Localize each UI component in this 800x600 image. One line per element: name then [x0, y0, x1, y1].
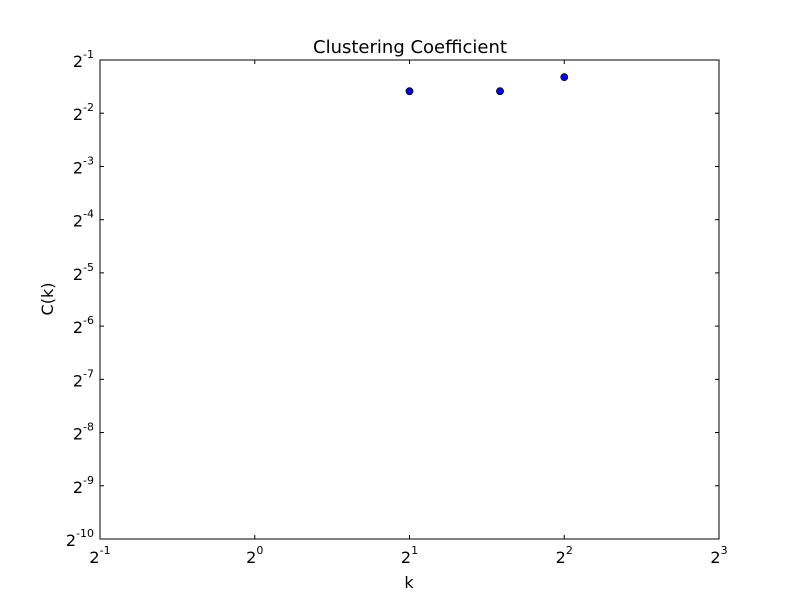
- x-tick-label-exponent: 0: [256, 544, 263, 557]
- x-tick-label-base: 2: [401, 548, 411, 567]
- y-tick-label-base: 2: [73, 52, 83, 71]
- x-tick-label-exponent: 3: [721, 544, 728, 557]
- y-tick-label-exponent: -5: [83, 261, 94, 274]
- x-tick-label: 23: [710, 544, 727, 567]
- x-tick-label-base: 2: [89, 548, 99, 567]
- x-tick-label-base: 2: [246, 548, 256, 567]
- y-axis-label: C(k): [38, 283, 57, 316]
- data-point: [405, 87, 414, 96]
- y-tick-label-base: 2: [73, 265, 83, 284]
- y-tick-label: 2-8: [73, 421, 94, 444]
- plot-frame: [99, 59, 720, 540]
- data-point: [560, 73, 569, 82]
- y-tick-label: 2-9: [73, 474, 94, 497]
- x-axis-label: k: [404, 573, 414, 592]
- y-tick-label-exponent: -10: [76, 527, 94, 540]
- y-tick-label-base: 2: [73, 158, 83, 177]
- y-tick-label: 2-5: [73, 261, 94, 284]
- y-tick-label-base: 2: [66, 531, 76, 550]
- y-tick-label-exponent: -8: [83, 421, 94, 434]
- y-tick-label: 2-2: [73, 101, 94, 124]
- x-tick-label-exponent: 1: [411, 544, 418, 557]
- axis-tick-labels: 2-1 20 21 22 232-102-92-82-72-62-52-42-32-22…: [66, 48, 728, 567]
- x-tick-label-exponent: 2: [566, 544, 573, 557]
- y-tick-label-exponent: -7: [83, 367, 94, 380]
- data-points: [405, 73, 569, 96]
- y-tick-label-exponent: -1: [83, 48, 94, 61]
- x-tick-label-base: 2: [710, 548, 720, 567]
- data-point: [496, 87, 504, 96]
- x-tick-label: 20: [246, 544, 263, 567]
- y-tick-label: 2-3: [73, 154, 94, 177]
- y-tick-label-exponent: -6: [83, 314, 94, 327]
- y-tick-label-exponent: -9: [83, 474, 94, 487]
- y-tick-label-exponent: -2: [83, 101, 94, 114]
- y-tick-label-base: 2: [73, 425, 83, 444]
- y-tick-label-base: 2: [73, 371, 83, 390]
- y-tick-label-base: 2: [73, 478, 83, 497]
- x-tick-label: 22: [556, 544, 573, 567]
- y-tick-label-exponent: -3: [83, 154, 94, 167]
- y-tick-label-base: 2: [73, 212, 83, 231]
- y-tick-label: 2-6: [73, 314, 94, 337]
- x-tick-label: 21: [401, 544, 418, 567]
- y-tick-label-base: 2: [73, 105, 83, 124]
- y-tick-label: 2-4: [73, 208, 94, 231]
- y-tick-label-exponent: -4: [83, 208, 94, 221]
- y-tick-label-base: 2: [73, 318, 83, 337]
- chart-title: Clustering Coefficient: [313, 37, 507, 58]
- x-tick-label-base: 2: [556, 548, 566, 567]
- x-tick-label-exponent: -1: [100, 544, 111, 557]
- y-tick-label: 2-1: [73, 48, 94, 71]
- plot-area: [100, 60, 719, 539]
- y-tick-label: 2-10: [66, 527, 94, 550]
- y-tick-label: 2-7: [73, 367, 94, 390]
- x-tick-label: 2-1: [89, 544, 110, 567]
